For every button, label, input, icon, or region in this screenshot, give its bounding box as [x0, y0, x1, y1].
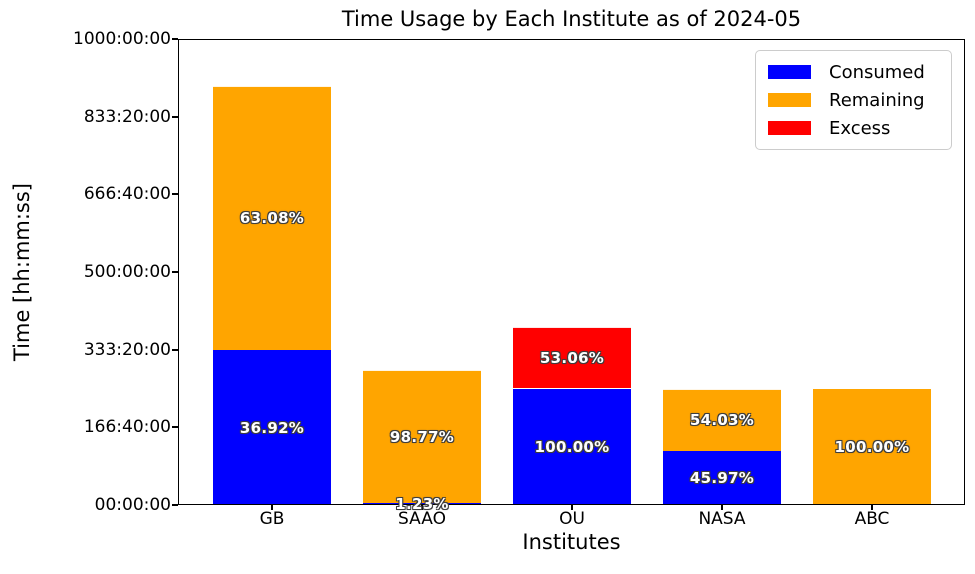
x-tick-mark [271, 505, 273, 510]
x-tick-label: SAAO [398, 509, 446, 529]
remaining-swatch [768, 93, 811, 107]
y-tick-label: 00:00:00 [94, 495, 171, 515]
chart-title: Time Usage by Each Institute as of 2024-… [341, 7, 802, 31]
y-tick-label: 333:20:00 [83, 339, 171, 360]
x-tick-mark [721, 505, 723, 510]
legend: Consumed Remaining Excess [755, 50, 952, 150]
x-tick-label: OU [559, 509, 585, 529]
bar-label-consumed-OU: 100.00% [534, 437, 610, 456]
consumed-swatch [768, 65, 811, 79]
x-tick-label: GB [259, 509, 285, 529]
bar-segment-consumed-NASA [663, 451, 781, 505]
y-tick-mark [172, 504, 178, 506]
legend-label-excess: Excess [829, 117, 891, 139]
y-tick-label: 500:00:00 [83, 262, 171, 282]
bar-segment-consumed-OU [513, 388, 631, 505]
bar-label-remaining-NASA: 54.03% [689, 410, 755, 429]
bar-label-remaining-ABC: 100.00% [834, 437, 910, 456]
bar-segment-excess-OU [513, 326, 631, 389]
bar-label-consumed-SAAO: 1.23% [395, 495, 449, 514]
legend-label-consumed: Consumed [829, 61, 925, 83]
x-tick-mark [871, 505, 873, 510]
y-tick-label: 1000:00:00 [73, 29, 171, 49]
y-tick-label: 166:40:00 [83, 417, 171, 438]
bar-segment-consumed-GB [213, 350, 331, 505]
x-axis-label: Institutes [522, 530, 621, 554]
legend-item-remaining: Remaining [766, 87, 941, 113]
x-tick-mark [571, 505, 573, 510]
bar-label-consumed-GB: 36.92% [239, 418, 305, 437]
legend-item-consumed: Consumed [766, 59, 941, 85]
bar-label-consumed-NASA: 45.97% [689, 469, 755, 488]
y-tick-mark [172, 38, 178, 40]
bar-segment-remaining-GB [213, 85, 331, 351]
x-tick-label: ABC [854, 509, 890, 529]
y-tick-mark [172, 348, 178, 351]
legend-item-excess: Excess [766, 115, 941, 141]
y-tick-mark [172, 271, 178, 273]
bar-label-excess-OU: 53.06% [539, 348, 605, 367]
excess-swatch [768, 121, 811, 135]
bar-segment-remaining-SAAO [363, 369, 481, 504]
y-tick-label: 833:20:00 [83, 106, 171, 127]
y-tick-mark [172, 426, 178, 429]
y-tick-mark [172, 115, 178, 118]
x-tick-label: NASA [698, 509, 746, 529]
bar-segment-remaining-ABC [813, 388, 931, 505]
bar-label-remaining-SAAO: 98.77% [389, 427, 455, 446]
y-tick-mark [172, 193, 178, 196]
legend-label-remaining: Remaining [829, 89, 925, 111]
y-tick-label: 666:40:00 [83, 184, 171, 205]
bar-segment-remaining-NASA [663, 388, 781, 452]
bar-label-remaining-GB: 63.08% [239, 208, 305, 227]
x-tick-mark [421, 505, 423, 510]
